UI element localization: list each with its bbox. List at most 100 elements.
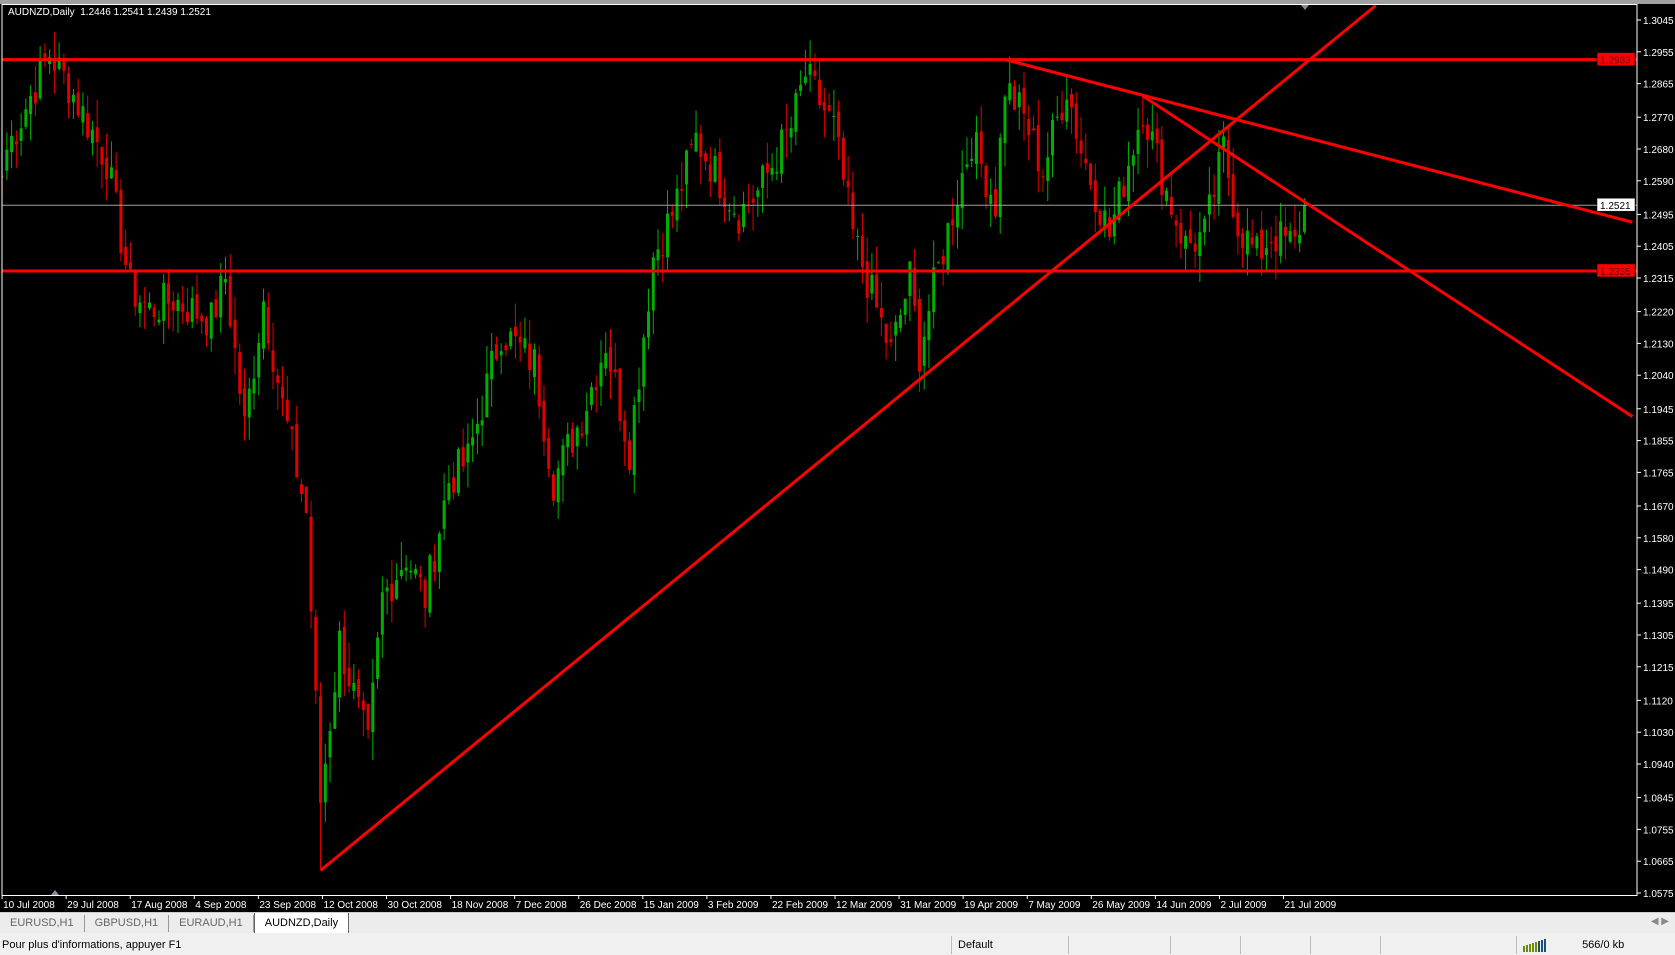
bear-candle (62, 58, 66, 71)
bull-candle (404, 567, 408, 571)
bear-candle (1193, 243, 1197, 252)
bear-candle (276, 375, 280, 383)
tab-gbpusd-h1[interactable]: GBPUSD,H1 (85, 915, 170, 932)
bear-candle (105, 157, 109, 180)
bear-candle (884, 323, 888, 343)
bull-candle (1008, 83, 1012, 101)
bull-candle (1117, 181, 1121, 220)
x-tick-label: 19 Apr 2009 (964, 900, 1018, 911)
y-tick-label: 1.1945 (1643, 405, 1674, 416)
tab-eurusd-h1[interactable]: EURUSD,H1 (0, 915, 85, 932)
trend-line (1004, 58, 1633, 224)
y-tick-label: 1.2040 (1643, 371, 1674, 382)
bear-candle (1070, 93, 1074, 108)
bear-candle (1274, 236, 1278, 252)
x-tick-label: 18 Nov 2008 (452, 900, 509, 911)
bull-candle (471, 437, 475, 446)
chart-tabs: EURUSD,H1 GBPUSD,H1 EURAUD,H1 AUDNZD,Dai… (0, 912, 1675, 934)
y-tick-label: 1.1765 (1643, 468, 1674, 479)
bear-candle (917, 298, 921, 372)
bear-candle (1241, 233, 1245, 248)
bull-candle (371, 682, 375, 733)
x-tick-label: 3 Feb 2009 (708, 900, 759, 911)
bear-candle (494, 344, 498, 360)
tab-audnzd-daily[interactable]: AUDNZD,Daily (253, 913, 350, 934)
bear-candle (1174, 220, 1178, 226)
bull-candle (10, 136, 14, 153)
y-tick-label: 1.1120 (1643, 696, 1673, 707)
bull-candle (57, 57, 61, 70)
bear-candle (214, 299, 218, 318)
bear-candle (152, 307, 156, 317)
bear-candle (751, 198, 755, 203)
chart-frame (1, 4, 1638, 896)
bear-candle (1188, 229, 1192, 244)
connection-bars-icon (1523, 939, 1546, 953)
bear-candle (204, 317, 208, 336)
bull-candle (138, 302, 142, 314)
bull-candle (556, 468, 560, 503)
chart-start-marker-icon (51, 890, 59, 895)
bull-candle (632, 405, 636, 475)
bull-candle (775, 171, 779, 174)
bear-candle (366, 703, 370, 730)
bear-candle (1226, 140, 1230, 179)
bull-candle (946, 223, 950, 271)
bear-candle (689, 143, 693, 145)
bull-candle (647, 311, 651, 338)
bull-candle (965, 164, 969, 168)
bull-candle (380, 592, 384, 635)
y-tick-label: 1.2495 (1643, 210, 1674, 221)
bear-candle (951, 219, 955, 226)
bear-candle (1293, 229, 1297, 237)
x-tick-label: 10 Jul 2008 (3, 900, 55, 911)
bear-candle (1074, 103, 1078, 139)
bear-candle (452, 477, 456, 493)
y-tick-label: 1.1855 (1643, 437, 1674, 448)
bear-candle (818, 79, 822, 106)
bear-candle (285, 399, 289, 422)
x-tick-label: 7 May 2009 (1028, 900, 1081, 911)
bear-candle (827, 105, 831, 111)
bull-candle (922, 336, 926, 366)
bear-candle (195, 294, 199, 319)
bear-candle (518, 336, 522, 343)
bull-candle (1112, 214, 1116, 237)
bull-candle (585, 410, 589, 435)
bear-candle (680, 188, 684, 191)
tab-euraud-h1[interactable]: EURAUD,H1 (169, 915, 254, 932)
bear-candle (889, 339, 893, 342)
shift-marker-icon (1301, 5, 1309, 10)
bear-candle (2, 176, 4, 178)
bear-candle (133, 272, 137, 307)
bull-candle (685, 150, 689, 185)
bear-candle (433, 561, 437, 573)
level-price-label-box (1596, 263, 1636, 278)
bull-candle (456, 449, 460, 493)
bear-candle (1231, 174, 1235, 217)
tab-scroll-arrows-icon[interactable]: ◀ ▶ (1650, 916, 1669, 927)
bull-candle (532, 349, 536, 378)
level-price-label: 1.2933 (1600, 56, 1631, 67)
bull-candle (651, 257, 655, 311)
bear-candle (542, 400, 546, 442)
status-segment (1068, 936, 1135, 954)
status-segment (1240, 936, 1287, 954)
status-profile: Default (951, 936, 1068, 954)
price-chart[interactable]: 1.3045 1.2955 1.2865 1.2770 1.2680 1.2590 1.24… (0, 4, 1675, 912)
bear-candle (143, 302, 147, 304)
bear-candle (52, 59, 56, 71)
bear-candle (661, 255, 665, 257)
bull-candle (903, 298, 907, 315)
bear-candle (128, 262, 132, 269)
bear-candle (1108, 217, 1112, 237)
bear-candle (594, 386, 598, 391)
y-tick-label: 1.0845 (1643, 794, 1674, 805)
bear-candle (979, 131, 983, 164)
bull-candle (376, 637, 380, 679)
bull-candle (442, 500, 446, 529)
bull-candle (589, 387, 593, 405)
bull-candle (642, 337, 646, 387)
bull-candle (395, 580, 399, 599)
bear-candle (1089, 163, 1093, 186)
